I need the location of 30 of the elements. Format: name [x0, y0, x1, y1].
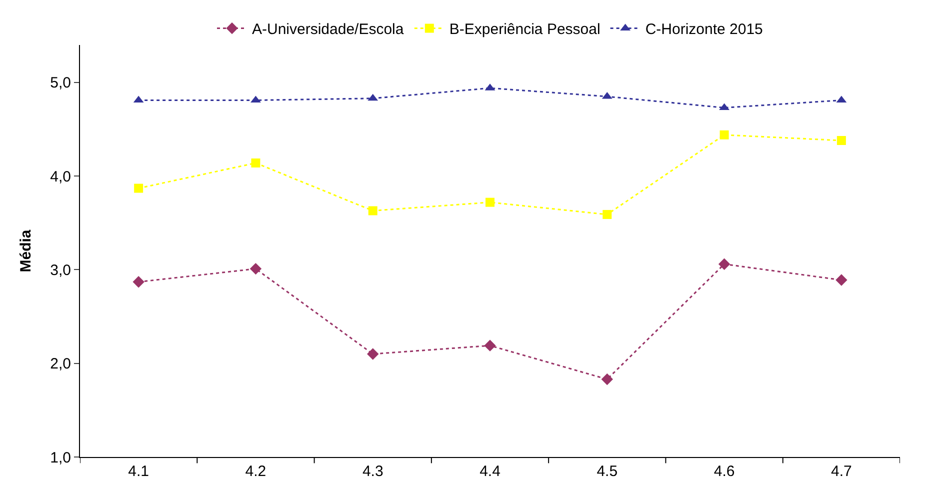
y-tick-label: 3,0 [50, 262, 71, 279]
legend-label: A-Universidade/Escola [252, 21, 404, 38]
point [368, 206, 378, 216]
x-tick-label: 4.6 [714, 463, 735, 480]
x-tick-label: 4.3 [362, 463, 384, 480]
y-tick-label: 2,0 [50, 356, 71, 373]
point [486, 198, 494, 207]
point [718, 258, 730, 270]
x-tick-label: 4.4 [480, 463, 500, 480]
point [484, 340, 496, 352]
point [720, 130, 729, 140]
point [132, 276, 144, 288]
x-tick-label: 4.5 [596, 463, 618, 480]
point [134, 184, 144, 193]
x-tick-label: 4.2 [245, 463, 266, 480]
point [836, 274, 848, 286]
point [251, 158, 260, 168]
legend-label: C-Horizonte 2015 [645, 21, 763, 38]
y-tick-label: 4,0 [50, 168, 71, 186]
point [250, 262, 262, 275]
point [601, 373, 613, 386]
point [836, 136, 846, 146]
x-tick-label: 4.1 [128, 463, 149, 480]
point [367, 348, 379, 360]
y-axis-title: Média [17, 229, 34, 272]
y-tick-label: 5,0 [50, 74, 71, 92]
point [602, 210, 612, 219]
x-tick-label: 4.7 [831, 463, 852, 480]
y-tick-label: 1,0 [50, 449, 71, 466]
legend-label: B-Experiência Pessoal [449, 21, 600, 38]
